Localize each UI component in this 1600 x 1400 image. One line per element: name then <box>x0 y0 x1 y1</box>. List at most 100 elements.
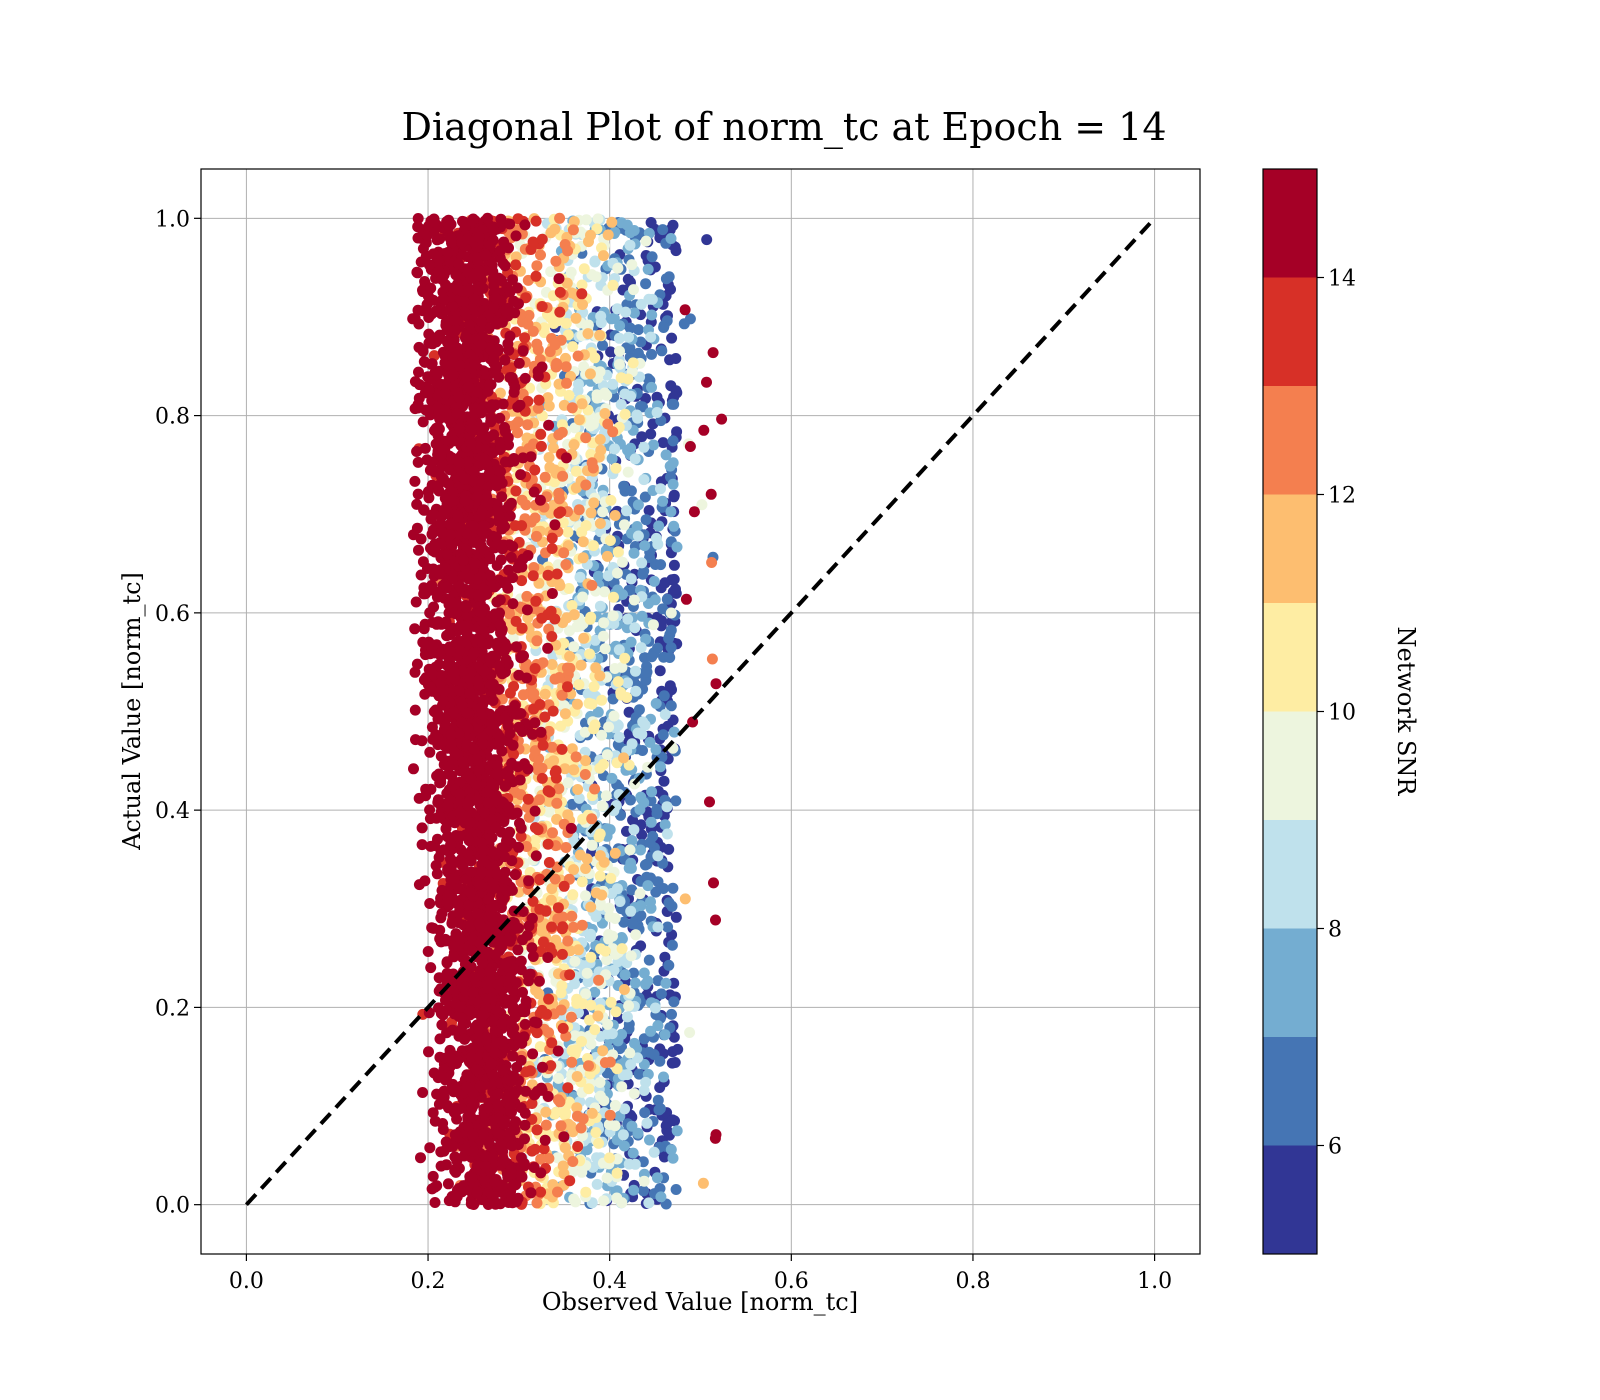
scatter-point <box>499 456 511 468</box>
scatter-point <box>615 687 627 698</box>
scatter-point <box>640 1076 652 1088</box>
scatter-point <box>657 437 669 449</box>
scatter-point <box>625 862 637 874</box>
scatter-point <box>599 643 611 655</box>
scatter-point <box>567 921 579 933</box>
scatter-point <box>452 917 464 928</box>
scatter-point <box>544 786 556 798</box>
scatter-point <box>603 902 615 914</box>
scatter-point <box>651 803 663 815</box>
scatter-point <box>667 714 679 726</box>
scatter-point <box>625 905 637 917</box>
scatter-point <box>601 749 613 761</box>
scatter-point <box>670 795 682 807</box>
scatter-point <box>565 266 577 278</box>
scatter-point <box>638 474 650 486</box>
scatter-point <box>592 570 604 582</box>
scatter-point <box>612 262 624 274</box>
scatter-point <box>628 824 640 836</box>
scatter-point <box>503 500 515 512</box>
scatter-point <box>531 260 543 272</box>
scatter-point <box>427 1170 439 1182</box>
scatter-point <box>423 404 435 416</box>
scatter-point <box>573 792 585 804</box>
scatter-point <box>668 398 680 410</box>
scatter-point <box>655 1191 667 1203</box>
scatter-point <box>595 317 607 329</box>
scatter-point <box>542 392 554 404</box>
scatter-point <box>661 801 673 813</box>
scatter-point <box>577 1113 589 1125</box>
scatter-point <box>455 1012 467 1024</box>
scatter-point <box>607 610 619 622</box>
scatter-point <box>646 251 658 263</box>
scatter-point <box>651 1172 663 1184</box>
scatter-point <box>519 219 531 231</box>
scatter-point <box>539 711 551 723</box>
scatter-point <box>429 1197 441 1208</box>
scatter-point <box>630 685 642 697</box>
scatter-point <box>611 1192 623 1204</box>
scatter-point <box>571 1071 583 1082</box>
scatter-point <box>608 591 619 603</box>
scatter-point <box>584 648 596 660</box>
scatter-point <box>535 428 547 440</box>
scatter-point <box>668 977 680 989</box>
scatter-point <box>641 666 653 678</box>
scatter-point <box>630 665 641 677</box>
scatter-point <box>649 1002 661 1014</box>
scatter-point <box>555 720 567 732</box>
scatter-point <box>507 1180 519 1192</box>
scatter-point <box>557 1022 569 1034</box>
scatter-point <box>636 431 648 443</box>
scatter-point <box>648 439 659 451</box>
scatter-point <box>652 1020 664 1032</box>
scatter-point <box>434 649 446 661</box>
scatter-point <box>606 1028 618 1040</box>
scatter-point <box>602 229 614 241</box>
scatter-point <box>509 700 521 712</box>
scatter-point <box>652 850 664 862</box>
scatter-point <box>621 505 632 517</box>
scatter-point <box>642 263 654 275</box>
scatter-point <box>656 345 668 357</box>
scatter-point <box>644 837 656 849</box>
scatter-point <box>528 486 540 498</box>
scatter-point <box>417 556 429 568</box>
scatter-point <box>637 716 649 728</box>
scatter-point <box>535 1153 547 1165</box>
scatter-point <box>584 613 596 625</box>
scatter-point <box>543 1153 555 1164</box>
scatter-point <box>666 900 678 912</box>
scatter-point <box>530 850 542 862</box>
scatter-point <box>585 507 597 519</box>
scatter-point <box>553 493 565 505</box>
scatter-point <box>528 1162 540 1173</box>
scatter-point <box>604 1109 616 1121</box>
scatter-point <box>651 407 663 418</box>
scatter-point <box>597 506 609 518</box>
scatter-point <box>564 651 576 662</box>
scatter-point <box>513 357 525 369</box>
scatter-point <box>671 1125 683 1137</box>
scatter-point <box>594 600 606 612</box>
scatter-point <box>519 332 531 344</box>
scatter-point <box>564 969 576 981</box>
scatter-point <box>546 532 558 544</box>
scatter-point <box>409 475 421 487</box>
scatter-point <box>495 213 507 225</box>
scatter-point <box>574 571 586 583</box>
scatter-point <box>607 378 619 390</box>
scatter-point <box>640 514 652 526</box>
scatter-point <box>601 389 613 401</box>
scatter-point <box>592 1010 604 1022</box>
scatter-point <box>598 1095 610 1107</box>
scatter-point <box>650 886 662 898</box>
scatter-point <box>668 1031 680 1043</box>
scatter-point <box>619 969 631 981</box>
scatter-point <box>594 828 606 840</box>
scatter-point <box>594 850 606 862</box>
scatter-point <box>559 763 571 775</box>
scatter-point <box>667 1114 678 1126</box>
scatter-point <box>609 847 621 859</box>
